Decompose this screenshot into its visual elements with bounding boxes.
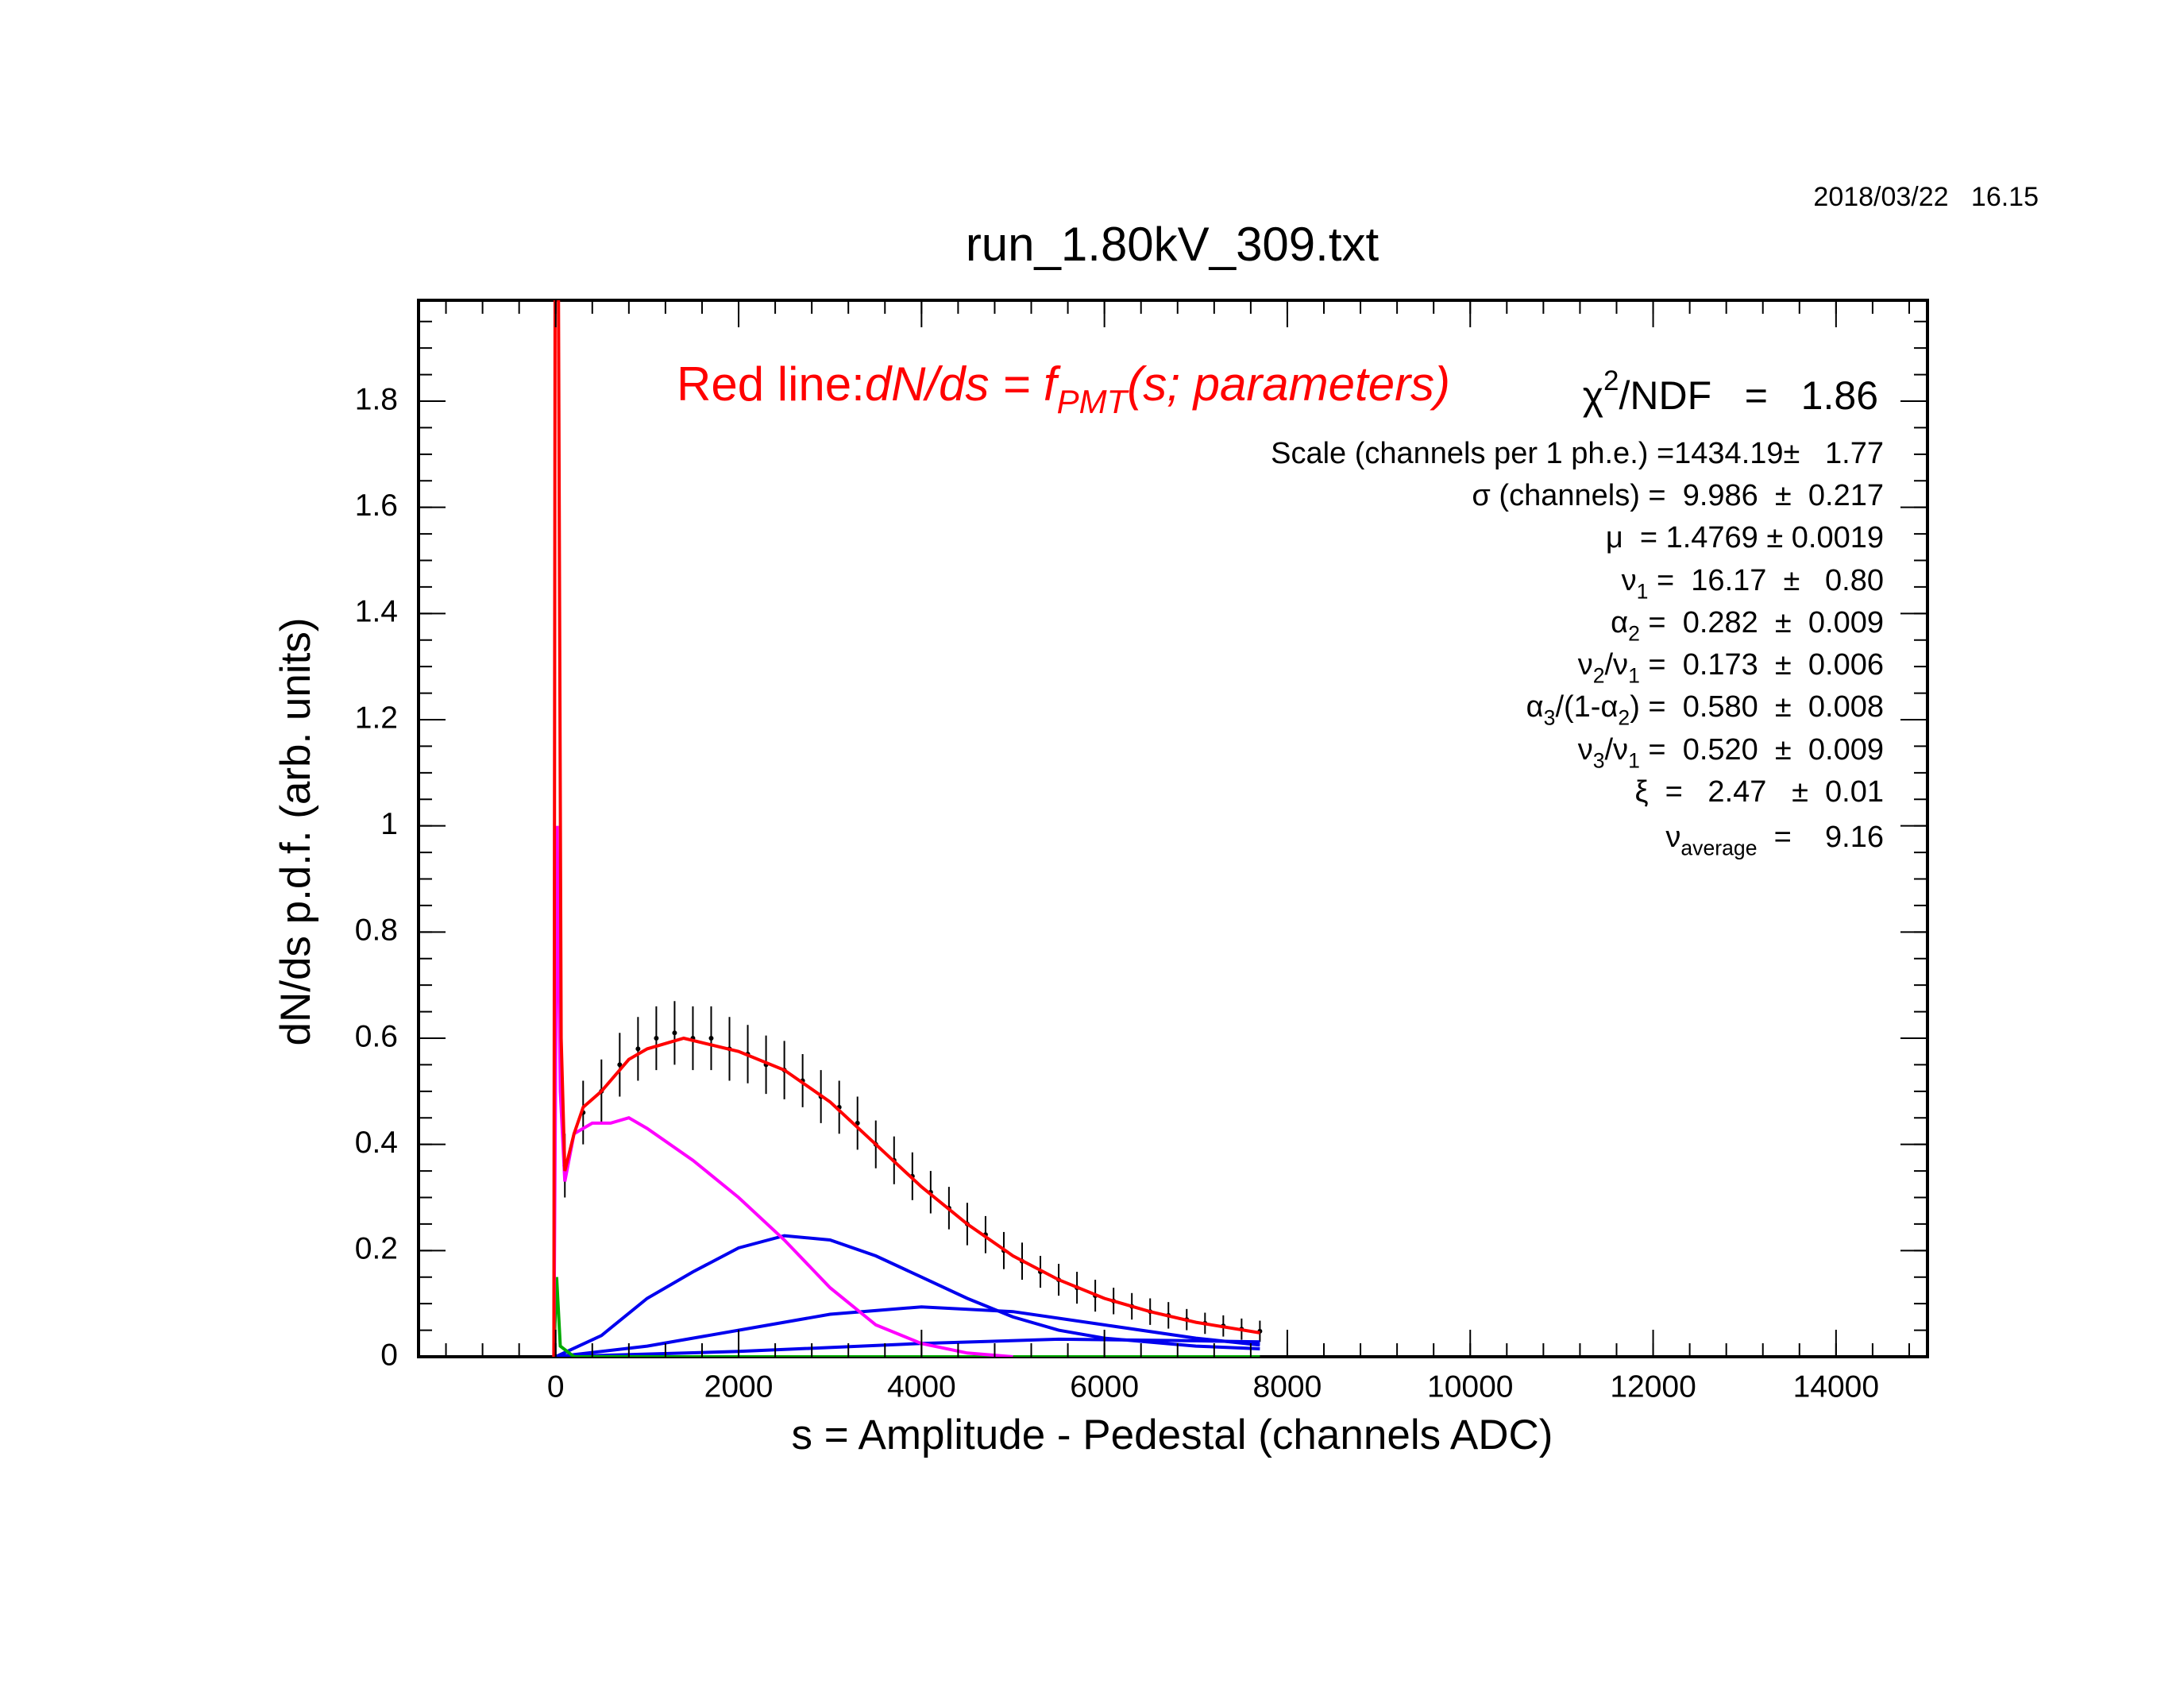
- annotation: ν3/ν1 = 0.520 ± 0.009: [1578, 733, 1884, 772]
- x-tick-label: 2000: [704, 1369, 774, 1404]
- text-part: Red line:: [677, 357, 865, 411]
- text-part: = 0.520 ± 0.009: [1640, 733, 1884, 767]
- text-part: 2: [1593, 663, 1605, 687]
- fit-curve: [555, 1305, 1260, 1357]
- fit-curve: [552, 300, 1260, 1357]
- text-part: α: [1611, 606, 1628, 639]
- annotation: α3/(1-α2) = 0.580 ± 0.008: [1526, 690, 1884, 729]
- y-tick-label: 1.6: [355, 489, 398, 523]
- y-tick-label: 0.4: [355, 1126, 398, 1160]
- text-part: 3: [1593, 748, 1605, 772]
- x-tick-label: 4000: [887, 1369, 956, 1404]
- text-part: μ = 1.4769 ± 0.0019: [1606, 521, 1884, 554]
- y-tick-label: 0.6: [355, 1019, 398, 1053]
- x-axis-title: s = Amplitude - Pedestal (channels ADC): [792, 1412, 1553, 1458]
- x-tick-label: 14000: [1793, 1369, 1879, 1404]
- text-part: 3: [1544, 705, 1556, 729]
- text-part: /ν: [1605, 648, 1629, 682]
- text-part: 2: [1618, 705, 1630, 729]
- text-part: ν: [1665, 821, 1680, 854]
- y-tick-label: 1.8: [355, 382, 398, 416]
- y-tick-label: 0.8: [355, 914, 398, 948]
- text-part: ξ = 2.47 ± 0.01: [1634, 775, 1884, 809]
- annotation: νaverage = 9.16: [1665, 821, 1884, 859]
- data-point: [654, 1035, 659, 1041]
- x-tick-label: 10000: [1427, 1369, 1513, 1404]
- text-part: dN/ds = f: [865, 357, 1061, 411]
- text-part: /NDF = 1.86: [1619, 373, 1878, 418]
- text-part: α: [1526, 690, 1544, 724]
- text-part: σ (channels) = 9.986 ± 0.217: [1472, 479, 1884, 512]
- x-tick-label: 8000: [1253, 1369, 1322, 1404]
- data-point: [617, 1062, 623, 1068]
- y-tick-label: 1.2: [355, 701, 398, 735]
- text-part: 2: [1603, 365, 1619, 396]
- x-tick-label: 0: [547, 1369, 565, 1404]
- annotation: χ2/NDF = 1.86: [1583, 365, 1878, 418]
- annotation: μ = 1.4769 ± 0.0019: [1606, 521, 1884, 554]
- x-tick-label: 6000: [1070, 1369, 1139, 1404]
- fit-curve: [554, 1234, 1260, 1357]
- text-part: = 0.282 ± 0.009: [1640, 606, 1884, 639]
- text-part: = 0.173 ± 0.006: [1640, 648, 1884, 682]
- fit-curve: [555, 1337, 1260, 1357]
- annotation: ν1 = 16.17 ± 0.80: [1622, 564, 1884, 603]
- text-part: PMT: [1057, 383, 1130, 420]
- data-point: [708, 1035, 714, 1041]
- annotation: ξ = 2.47 ± 0.01: [1634, 775, 1884, 809]
- text-part: 2: [1628, 621, 1640, 645]
- text-part: 1: [1628, 748, 1640, 772]
- text-part: /ν: [1605, 733, 1629, 767]
- text-part: average: [1680, 836, 1757, 859]
- text-part: ) = 0.580 ± 0.008: [1630, 690, 1884, 724]
- date: 2018/03/22 16.15: [1813, 182, 2039, 212]
- y-axis-title: dN/ds p.d.f. (arb. units): [272, 617, 319, 1045]
- text-part: 1: [1637, 579, 1649, 603]
- text-part: (s; parameters): [1127, 357, 1450, 411]
- text-part: /(1-α: [1555, 690, 1618, 724]
- annotation: α2 = 0.282 ± 0.009: [1611, 606, 1884, 645]
- y-tick-label: 0: [380, 1338, 398, 1372]
- y-tick-label: 0.2: [355, 1232, 398, 1266]
- annotation: ν2/ν1 = 0.173 ± 0.006: [1578, 648, 1884, 687]
- text-part: ν: [1622, 564, 1637, 597]
- annotation: Scale (channels per 1 ph.e.) =1434.19± 1…: [1271, 437, 1884, 470]
- data-point: [635, 1046, 641, 1052]
- text-part: = 9.16: [1758, 821, 1885, 854]
- y-tick-label: 1.4: [355, 595, 398, 629]
- annotation: Red line:dN/ds = fPMT(s; parameters): [677, 357, 1450, 420]
- x-tick-label: 12000: [1610, 1369, 1696, 1404]
- text-part: 1: [1628, 663, 1640, 687]
- text-part: ν: [1578, 733, 1593, 767]
- text-part: χ: [1583, 373, 1603, 418]
- text-part: = 16.17 ± 0.80: [1648, 564, 1884, 597]
- y-tick-label: 1: [380, 807, 398, 841]
- text-part: ν: [1578, 648, 1593, 682]
- plot-area: [552, 300, 1263, 1357]
- text-part: Scale (channels per 1 ph.e.) =1434.19± 1…: [1271, 437, 1884, 470]
- annotation: σ (channels) = 9.986 ± 0.217: [1472, 479, 1884, 512]
- data-point: [672, 1030, 677, 1036]
- chart-title: run_1.80kV_309.txt: [966, 218, 1379, 271]
